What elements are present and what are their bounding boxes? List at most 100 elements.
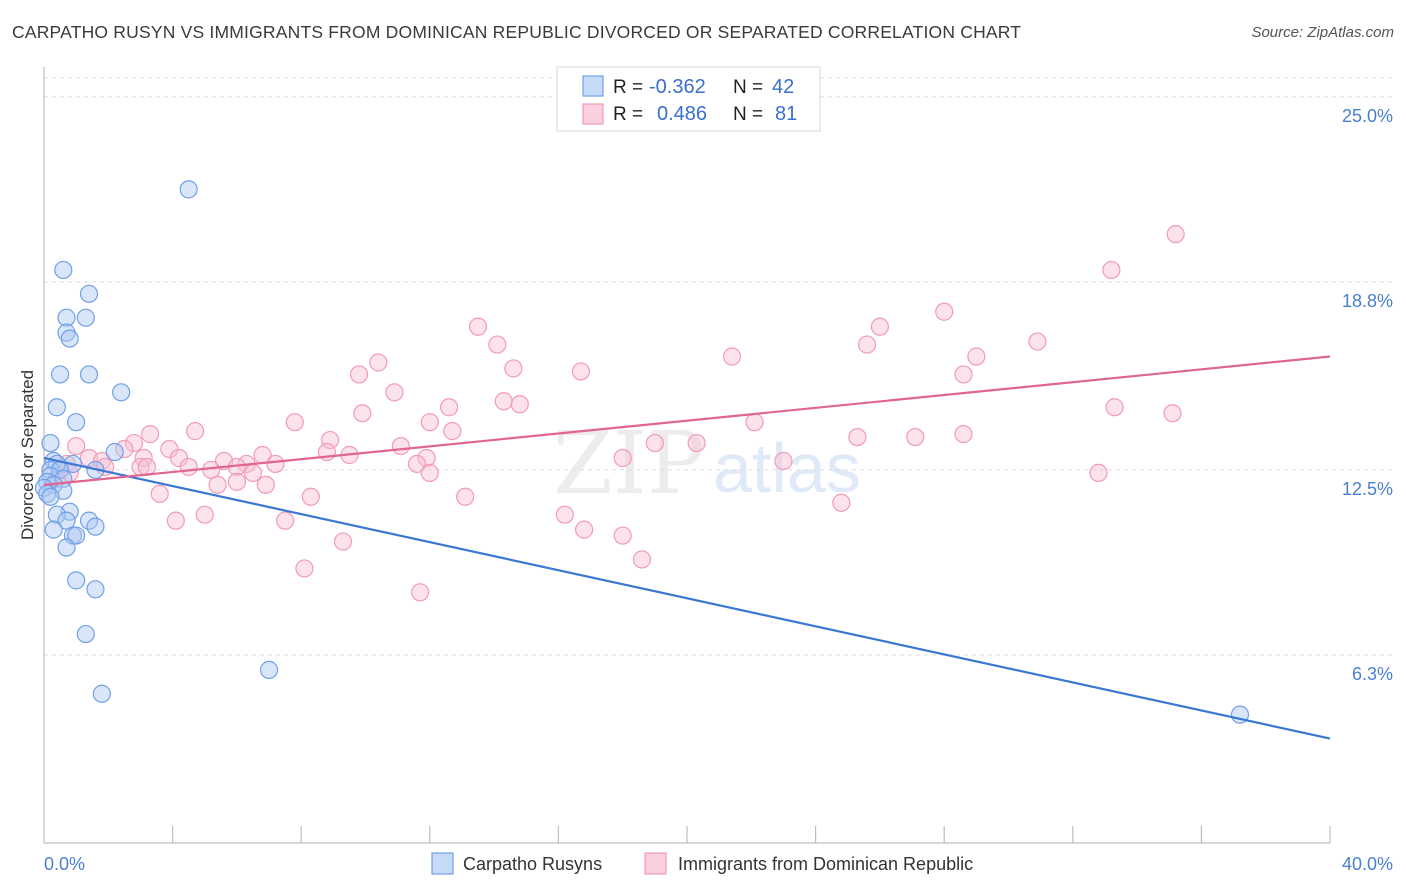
carpatho-point-32: [86, 517, 105, 536]
dominican-point-19: [353, 404, 372, 423]
dominican-point-17: [510, 395, 529, 414]
carpatho-point-33: [44, 520, 63, 539]
carpatho-point-39: [76, 624, 95, 644]
legend-r-label-2: R =: [613, 104, 643, 125]
carpatho-point-0: [179, 180, 198, 199]
legend-n-value-2: 81: [775, 103, 797, 125]
dominican-point-8: [722, 347, 742, 366]
carpatho-point-35: [67, 526, 86, 545]
dominican-point-32: [321, 430, 340, 450]
carpatho-point-1: [54, 260, 73, 280]
dominican-point-25: [186, 422, 205, 441]
dominican-point-34: [687, 433, 706, 453]
carpatho-point-40: [92, 684, 111, 703]
bottom-legend-label-carpatho: Carpatho Rusyns: [463, 854, 602, 874]
dominican-point-26: [443, 422, 462, 441]
dominican-point-2: [935, 302, 954, 321]
dominican-point-47: [613, 448, 632, 468]
legend-n-label-1: N =: [733, 77, 763, 98]
bottom-legend: Carpatho Rusyns Immigrants from Dominica…: [431, 852, 973, 875]
dominican-point-20: [1105, 398, 1124, 417]
carpatho-point-6: [60, 329, 79, 348]
carpatho-point-11: [67, 413, 86, 432]
dominican-point-79: [632, 550, 652, 569]
legend-swatch-carpatho: [582, 75, 604, 97]
legend-r-value-2: 0.486: [657, 103, 707, 125]
legend-r-label-1: R =: [613, 77, 643, 98]
dominican-point-64: [227, 472, 246, 491]
dominican-point-3: [870, 317, 890, 336]
dominican-point-28: [140, 425, 160, 444]
dominican-point-45: [417, 448, 436, 468]
carpatho-point-17: [41, 460, 60, 480]
dominican-point-62: [243, 463, 263, 483]
carpatho-point-8: [79, 365, 99, 384]
legend-n-value-1: 42: [772, 76, 794, 98]
dominican-point-30: [848, 427, 867, 447]
carpatho-point-13: [105, 442, 124, 462]
dominican-point-33: [645, 433, 664, 453]
legend-n-label-2: N =: [733, 104, 763, 125]
carpatho-trend-line: [43, 456, 1331, 740]
dominican-point-67: [150, 484, 169, 503]
carpatho-point-12: [41, 433, 60, 453]
dominican-point-15: [385, 383, 404, 402]
dominican-point-27: [954, 425, 973, 444]
carpatho-point-27: [41, 487, 60, 506]
chart-title: CARPATHO RUSYN VS IMMIGRANTS FROM DOMINI…: [12, 22, 1022, 42]
dominican-point-78: [613, 526, 632, 545]
dominican-point-4: [468, 317, 488, 336]
y-axis-label: Divorced or Separated: [18, 370, 37, 540]
dominican-point-14: [954, 365, 973, 384]
y-tick-label-2: 18.8%: [1342, 291, 1393, 311]
dominican-point-71: [1089, 463, 1108, 483]
carpatho-point-2: [79, 284, 99, 303]
carpatho-point-29: [47, 505, 66, 524]
dominican-point-23: [420, 413, 439, 432]
x-tick-label-0: 0.0%: [44, 854, 85, 874]
dominican-point-51: [266, 454, 285, 474]
dominican-point-13: [349, 365, 369, 384]
bottom-legend-label-dominican: Immigrants from Dominican Republic: [678, 854, 973, 874]
dominican-point-22: [285, 413, 304, 432]
dominican-point-69: [456, 487, 475, 506]
dominican-point-72: [195, 505, 214, 524]
dominican-point-75: [555, 505, 574, 524]
series-carpatho-points: [34, 180, 1250, 724]
carpatho-point-7: [50, 365, 70, 384]
dominican-point-16: [494, 392, 513, 411]
tick-labels: 6.3% 12.5% 18.8% 25.0% 0.0% 40.0%: [44, 106, 1393, 874]
dominican-point-53: [407, 454, 427, 474]
watermark-atlas: atlas: [713, 429, 861, 507]
dominican-point-1: [1102, 260, 1121, 280]
dominican-point-24: [745, 413, 764, 432]
axes: [43, 67, 1331, 844]
dominican-point-76: [575, 520, 594, 539]
dominican-point-7: [1028, 332, 1047, 351]
dominican-point-0: [1166, 225, 1185, 244]
dominican-point-29: [906, 427, 925, 447]
dominican-trend-line: [43, 355, 1331, 486]
legend-box: R = -0.362 N = 42 R = 0.486 N = 81: [556, 66, 821, 132]
carpatho-point-10: [47, 398, 66, 417]
y-tick-label-1: 12.5%: [1342, 479, 1393, 499]
dominican-point-70: [832, 493, 851, 512]
dominican-point-48: [774, 451, 793, 471]
dominican-point-73: [166, 511, 185, 530]
series-dominican-points: [47, 225, 1185, 602]
legend-swatch-dominican: [582, 103, 604, 125]
dominican-point-12: [571, 362, 591, 381]
carpatho-point-38: [86, 580, 105, 599]
source-label: Source: ZipAtlas.com: [1251, 24, 1394, 41]
dominican-point-74: [276, 511, 295, 530]
bottom-legend-swatch-carpatho: [431, 852, 454, 875]
x-tick-label-1: 40.0%: [1342, 854, 1393, 874]
dominican-point-10: [369, 353, 388, 372]
y-tick-label-3: 25.0%: [1342, 106, 1393, 126]
dominican-point-36: [67, 436, 86, 456]
bottom-legend-swatch-dominican: [644, 852, 667, 875]
dominican-point-21: [1163, 404, 1182, 423]
carpatho-point-4: [76, 308, 95, 327]
watermark: ZIP atlas: [553, 414, 861, 514]
